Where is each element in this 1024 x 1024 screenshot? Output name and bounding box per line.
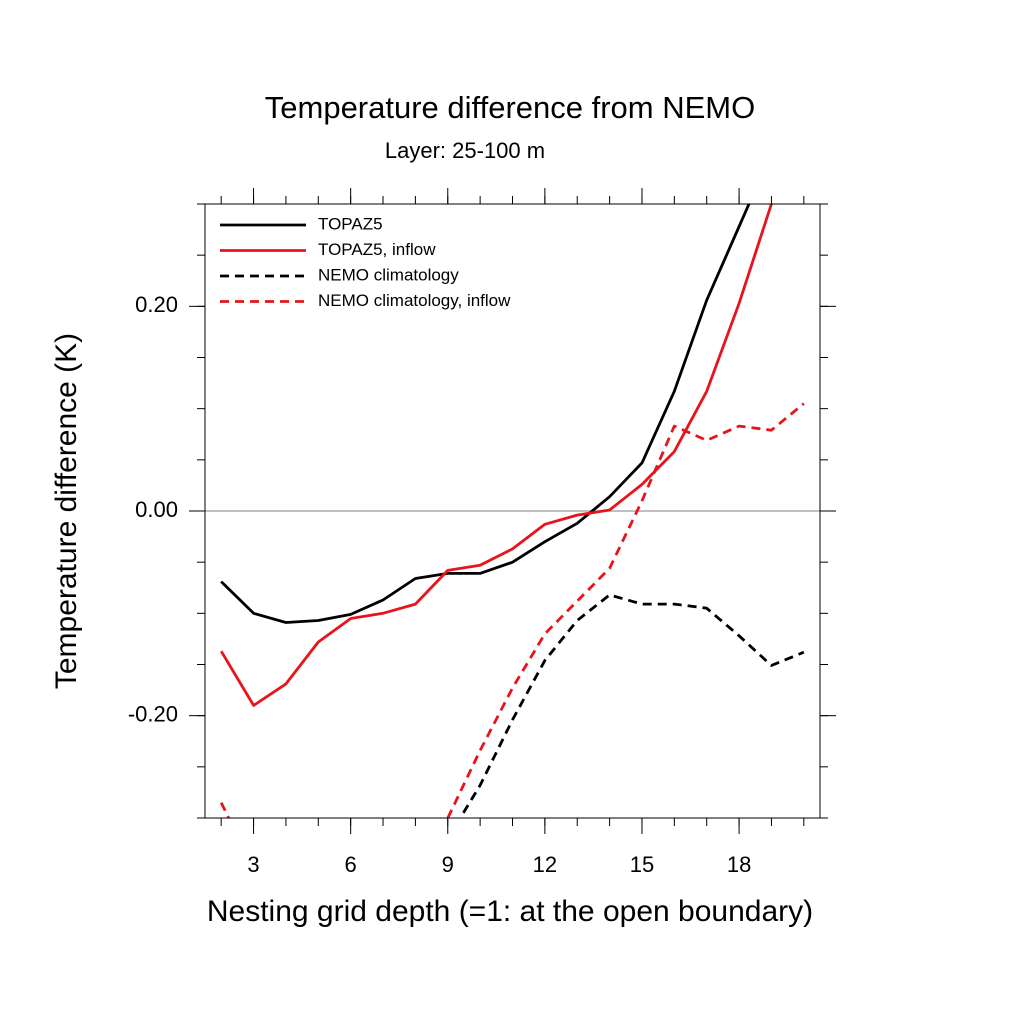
series-line <box>219 402 805 818</box>
plot-frame <box>204 203 821 819</box>
x-tick-label: 9 <box>442 852 454 877</box>
legend-label: NEMO climatology <box>318 265 459 284</box>
y-tick-label: 0.00 <box>135 497 178 522</box>
chart-subtitle: Layer: 25-100 m <box>385 138 545 163</box>
x-tick-label: 12 <box>533 852 557 877</box>
chart-title: Temperature difference from NEMO <box>265 90 755 125</box>
x-tick-label: 6 <box>345 852 357 877</box>
series-line <box>219 204 773 707</box>
x-tick-label: 15 <box>630 852 654 877</box>
y-tick-label: 0.20 <box>135 292 178 317</box>
x-axis-label: Nesting grid depth (=1: at the open boun… <box>207 895 813 928</box>
legend-label: NEMO climatology, inflow <box>318 291 511 310</box>
series-line <box>220 204 751 624</box>
x-tick-label: 18 <box>727 852 751 877</box>
plot-lines <box>219 204 805 818</box>
y-axis-label: Temperature difference (K) <box>50 333 83 689</box>
x-tick-label: 3 <box>247 852 259 877</box>
series-line <box>458 593 805 818</box>
legend-label: TOPAZ5 <box>318 214 383 233</box>
y-tick-label: -0.20 <box>128 701 178 726</box>
legend-label: TOPAZ5, inflow <box>318 240 436 259</box>
